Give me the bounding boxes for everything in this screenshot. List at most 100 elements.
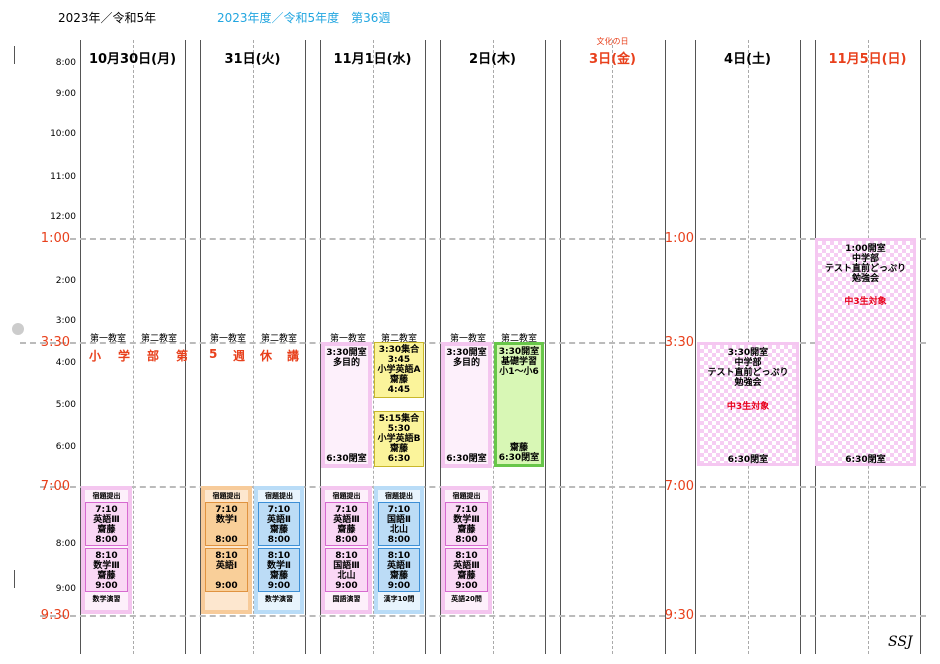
day-header-mon: 10月30日(月) [88,52,177,67]
end-time: 9:00 [455,581,478,591]
grid-line [920,40,921,654]
end-time: 9:00 [267,581,291,591]
closed-notice-char: 休 [260,349,273,363]
start-time: 7:10 [387,505,411,515]
subject: 英語Ⅱ [267,515,291,525]
day-header-sat: 4日(土) [724,52,771,67]
lesson-slot[interactable]: 7:10 英語Ⅱ 齋藤 8:00 [258,502,300,546]
teacher: 齋藤 [389,444,408,454]
lesson-slot[interactable]: 7:10 数学Ⅲ 齋藤 8:00 [445,502,488,546]
time-marker: 1:00 [664,231,694,246]
hour-label: 3:00 [55,316,76,326]
grid-line [440,40,441,654]
practice-note: 英語20問 [451,595,482,603]
time-marker: 1:00 [40,231,70,246]
teacher: 北山 [389,525,408,535]
practice-note: 数学演習 [265,595,293,603]
margin-tick-bottom [14,570,15,588]
end-time: 8:00 [267,535,291,545]
start-time: 5:30 [387,424,411,434]
practice-note: 数学演習 [92,595,121,603]
lesson-slot[interactable]: 8:10 英語Ⅰ 9:00 [205,548,248,592]
wed-room2-evening[interactable]: 宿題提出 7:10 国語Ⅱ 北山 8:00 8:10 英語Ⅱ 齋藤 9:00 漢… [374,486,424,614]
holiday-note: 文化の日 [596,37,629,46]
grid-line [665,40,666,654]
grid-line [425,40,426,654]
target-note: 中3生対象 [726,402,770,412]
lesson-slot[interactable]: 7:10 英語Ⅲ 齋藤 8:00 [85,502,128,546]
tue-room2-evening[interactable]: 宿題提出 7:10 英語Ⅱ 齋藤 8:00 8:10 数学Ⅱ 齋藤 9:00 数… [254,486,304,614]
grid-dash [373,40,374,654]
hour-label: 4:00 [55,358,76,368]
day-header-fri: 3日(金) [589,52,636,67]
wed-room1-afternoon[interactable]: 3:30開室 多目的 6:30閉室 [321,342,372,468]
subject: 数学Ⅲ [453,515,480,525]
teacher: 齋藤 [269,571,288,581]
room-label: 第一教室 [89,334,126,344]
room-label: 第二教室 [260,334,297,344]
start-time: 8:10 [215,551,238,561]
teacher: 齋藤 [389,375,408,385]
closed-notice-char: 部 [147,349,160,363]
room-label: 第二教室 [500,334,537,344]
subject: 英語Ⅲ [93,515,120,525]
lesson-slot[interactable]: 8:10 英語Ⅱ 齋藤 9:00 [378,548,420,592]
homework-submit: 宿題提出 [92,492,121,500]
room-label: 第二教室 [380,334,417,344]
grid-line [185,40,186,654]
lesson-slot[interactable]: 8:10 国語Ⅲ 北山 9:00 [325,548,368,592]
subject: 数学Ⅱ [267,561,291,571]
close-time: 6:30閉室 [498,453,540,463]
wed-room2-english-a[interactable]: 3:30集合 3:45 小学英語A 齋藤 4:45 [374,342,424,398]
thu-room1-afternoon[interactable]: 3:30開室 多目的 6:30閉室 [441,342,492,468]
practice-note: 漢字10問 [383,595,415,603]
lesson-slot[interactable]: 8:10 数学Ⅲ 齋藤 9:00 [85,548,128,592]
grid-line [545,40,546,654]
wed-room1-evening[interactable]: 宿題提出 7:10 英語Ⅲ 齋藤 8:00 8:10 国語Ⅲ 北山 9:00 国… [321,486,372,614]
room-label: 第二教室 [140,334,177,344]
start-time: 7:10 [267,505,291,515]
sat-study-session[interactable]: 3:30開室 中学部 テスト直前どっぷり 勉強会 中3生対象 6:30閉室 [697,342,799,466]
subject: 国語Ⅱ [387,515,411,525]
target-note: 中3生対象 [844,297,887,307]
open-time: 3:30開室 [446,348,487,358]
purpose: 多目的 [332,358,360,368]
time-line-930b [700,615,926,617]
thu-room2-basic-study[interactable]: 3:30開室 基礎学習 小1～小6 齋藤 6:30閉室 [494,342,544,467]
division: 中学部 [734,358,762,368]
start-time: 8:10 [95,551,118,561]
grid-dash [133,40,134,654]
event-name: テスト直前どっぷり [707,368,789,378]
subject: 国語Ⅲ [333,561,360,571]
start-time: 7:10 [215,505,238,515]
closed-notice-char: 小 [89,349,102,363]
fiscal-week-label: 2023年度／令和5年度 第36週 [217,11,391,25]
hour-label: 12:00 [50,212,76,222]
thu-room1-evening[interactable]: 宿題提出 7:10 数学Ⅲ 齋藤 8:00 8:10 英語Ⅲ 齋藤 9:00 英… [441,486,492,614]
end-time: 9:00 [387,581,411,591]
lesson-slot[interactable]: 7:10 英語Ⅲ 齋藤 8:00 [325,502,368,546]
teacher: 齋藤 [457,571,476,581]
teacher: 齋藤 [457,525,476,535]
grid-line [695,40,696,654]
teacher: 齋藤 [97,571,116,581]
teacher: 齋藤 [97,525,116,535]
end-time: 8:00 [215,535,238,545]
hour-label: 8:00 [55,58,76,68]
sun-study-session[interactable]: 1:00開室 中学部 テスト直前どっぷり 勉強会 中3生対象 6:30閉室 [815,238,916,466]
time-marker: 9:30 [40,608,70,623]
tue-room1-evening[interactable]: 宿題提出 7:10 数学Ⅰ 8:00 8:10 英語Ⅰ 9:00 [201,486,252,614]
close-time: 6:30閉室 [727,455,769,465]
close-time: 6:30閉室 [446,454,487,464]
mon-room1-evening[interactable]: 宿題提出 7:10 英語Ⅲ 齋藤 8:00 8:10 数学Ⅲ 齋藤 9:00 数… [81,486,132,614]
lesson-slot[interactable]: 8:10 英語Ⅲ 齋藤 9:00 [445,548,488,592]
closed-notice-char: 第 [176,349,189,363]
wed-room2-english-b[interactable]: 5:15集合 5:30 小学英語B 齋藤 6:30 [374,411,424,467]
subject: 数学Ⅰ [215,515,238,525]
lesson-slot[interactable]: 7:10 数学Ⅰ 8:00 [205,502,248,546]
lesson-slot[interactable]: 7:10 国語Ⅱ 北山 8:00 [378,502,420,546]
end-time: 4:45 [387,385,411,395]
signature: SSJ [888,634,913,650]
lesson-slot[interactable]: 8:10 数学Ⅱ 齋藤 9:00 [258,548,300,592]
teacher: 齋藤 [337,525,356,535]
